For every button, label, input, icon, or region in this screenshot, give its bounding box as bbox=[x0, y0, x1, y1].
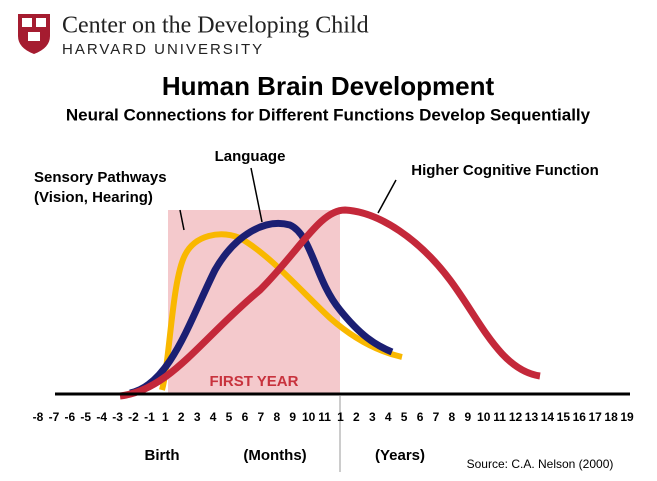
x-tick-label: -8 bbox=[33, 410, 44, 424]
pointer bbox=[250, 167, 263, 223]
x-tick-label: 9 bbox=[464, 410, 471, 424]
x-tick-label: 15 bbox=[557, 410, 571, 424]
x-tick-label: 1 bbox=[337, 410, 344, 424]
first-year-label: FIRST YEAR bbox=[210, 373, 299, 390]
x-tick-label: 11 bbox=[493, 410, 506, 424]
x-tick-label: 5 bbox=[401, 410, 408, 424]
x-tick-label: 4 bbox=[385, 410, 392, 424]
years-label: (Years) bbox=[375, 447, 425, 464]
x-tick-label: -7 bbox=[49, 410, 60, 424]
x-tick-label: 13 bbox=[525, 410, 539, 424]
x-tick-label: 10 bbox=[477, 410, 491, 424]
x-tick-label: 17 bbox=[588, 410, 602, 424]
x-tick-label: 4 bbox=[210, 410, 217, 424]
x-tick-label: 16 bbox=[573, 410, 587, 424]
org-name: Center on the Developing Child bbox=[62, 13, 369, 39]
x-tick-label: 2 bbox=[178, 410, 185, 424]
logo bbox=[18, 14, 50, 54]
x-tick-label: 6 bbox=[417, 410, 424, 424]
title: Human Brain Development bbox=[162, 71, 495, 101]
subtitle: Neural Connections for Different Functio… bbox=[66, 105, 591, 124]
sensory-label: Sensory Pathways bbox=[34, 169, 167, 186]
source: Source: C.A. Nelson (2000) bbox=[467, 457, 614, 471]
x-tick-label: 6 bbox=[242, 410, 249, 424]
x-tick-label: -6 bbox=[65, 410, 76, 424]
x-tick-label: 9 bbox=[289, 410, 296, 424]
x-tick-label: 2 bbox=[353, 410, 360, 424]
x-tick-label: -5 bbox=[80, 410, 91, 424]
language-curve bbox=[129, 220, 394, 397]
x-tick-label: 7 bbox=[433, 410, 440, 424]
months-label: (Months) bbox=[243, 447, 306, 464]
x-tick-label: 3 bbox=[194, 410, 201, 424]
x-tick-label: 8 bbox=[449, 410, 456, 424]
university: HARVARD UNIVERSITY bbox=[62, 41, 264, 58]
x-tick-label: -2 bbox=[128, 410, 139, 424]
x-tick-label: 7 bbox=[258, 410, 265, 424]
x-tick-label: 8 bbox=[273, 410, 280, 424]
x-tick-label: 19 bbox=[620, 410, 634, 424]
x-tick-label: 1 bbox=[162, 410, 169, 424]
sensory-detail: (Vision, Hearing) bbox=[34, 189, 153, 206]
cognitive-label: Higher Cognitive Function bbox=[411, 162, 599, 179]
x-tick-label: -3 bbox=[112, 410, 123, 424]
x-tick-label: 3 bbox=[369, 410, 376, 424]
x-tick-label: -1 bbox=[144, 410, 155, 424]
x-tick-label: 10 bbox=[302, 410, 316, 424]
x-tick-label: 18 bbox=[604, 410, 618, 424]
x-tick-label: 11 bbox=[318, 410, 331, 424]
language-label: Language bbox=[215, 148, 286, 165]
x-axis-ticks: -8 -7 -6 -5 -4 -3 -2 -1 1 2 3 4 5 6 7 8 9 10 11 1 2 3 4 5 6 7 8 9 10… bbox=[33, 410, 634, 424]
pointer bbox=[179, 209, 185, 231]
x-tick-label: 5 bbox=[226, 410, 233, 424]
x-tick-label: -4 bbox=[96, 410, 107, 424]
pointer bbox=[377, 179, 397, 214]
cognitive-curve bbox=[119, 206, 541, 400]
x-tick-label: 12 bbox=[509, 410, 523, 424]
birth-label: Birth bbox=[145, 447, 180, 464]
x-tick-label: 14 bbox=[541, 410, 555, 424]
